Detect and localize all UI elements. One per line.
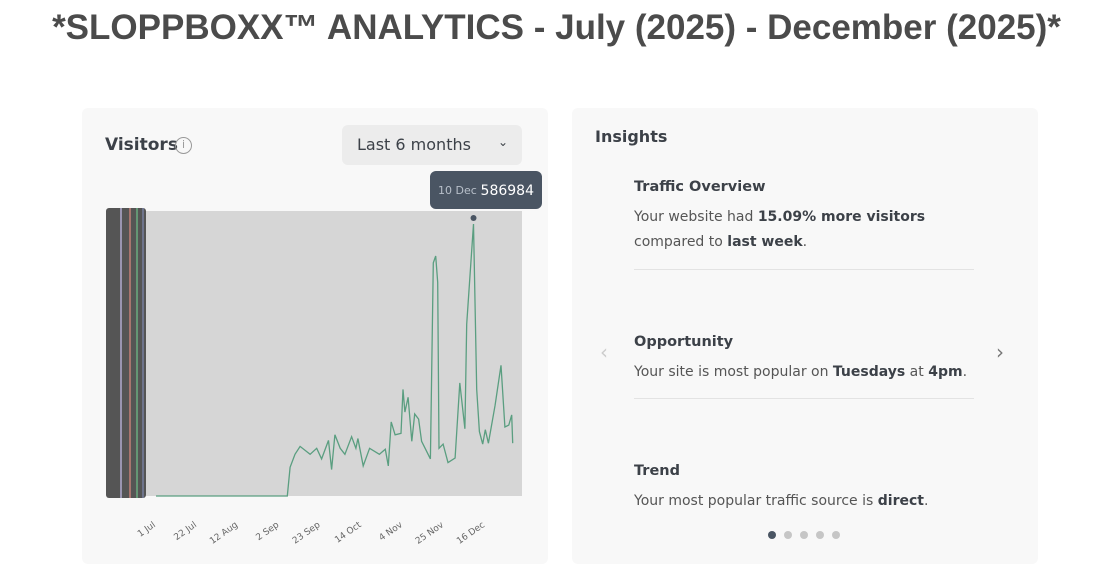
- range-select[interactable]: Last 6 months ⌄: [342, 125, 522, 165]
- next-arrow-icon[interactable]: ›: [996, 340, 1004, 364]
- x-tick-label: 25 Nov: [414, 520, 446, 547]
- x-tick-label: 22 Jul: [173, 520, 199, 543]
- range-value: Last 6 months: [357, 135, 471, 154]
- page-title: *SLOPPBOXX™ ANALYTICS - July (2025) - De…: [52, 8, 1061, 47]
- visitors-title: Visitors: [105, 135, 178, 155]
- x-tick-label: 14 Oct: [333, 520, 364, 546]
- insight-traffic-overview: Traffic Overview Your website had 15.09%…: [634, 179, 974, 255]
- insight-text: Your site is most popular on Tuesdays at…: [634, 364, 968, 380]
- insight-text: Your most popular traffic source is dire…: [634, 493, 929, 509]
- page-dot[interactable]: [784, 531, 792, 539]
- insight-trend: Trend Your most popular traffic source i…: [634, 463, 974, 514]
- page-dot[interactable]: [800, 531, 808, 539]
- insights-card: Insights Traffic Overview Your website h…: [572, 108, 1038, 564]
- pagination-dots: [768, 531, 840, 539]
- tooltip: [430, 171, 542, 209]
- tooltip-value: 586984: [481, 183, 535, 199]
- divider: [634, 269, 974, 270]
- x-tick-label: 1 Jul: [136, 520, 158, 539]
- prev-arrow-icon[interactable]: ‹: [600, 340, 608, 364]
- insight-title: Opportunity: [634, 334, 734, 350]
- axis-strip: [106, 208, 146, 498]
- series-line-visitors: [156, 223, 514, 497]
- visitors-chart[interactable]: 1 Jul 22 Jul 12 Aug 2 Sep 23 Sep 14 Oct 4 Nov 2…: [82, 108, 548, 564]
- insights-title: Insights: [595, 127, 668, 146]
- x-tick-label: 4 Nov: [378, 520, 406, 544]
- visitors-card: Visitors i Last 6 months ⌄ 1 Jul 22 Jul 12 …: [82, 108, 548, 564]
- insight-opportunity: Opportunity Your site is most popular on…: [634, 334, 974, 385]
- x-tick-label: 23 Sep: [291, 520, 323, 546]
- x-tick-label: 12 Aug: [208, 520, 240, 546]
- x-tick-label: 2 Sep: [255, 520, 282, 543]
- tooltip-marker: [470, 215, 477, 222]
- x-tick-label: 16 Dec: [455, 520, 487, 546]
- insight-text: Your website had 15.09% more visitors co…: [634, 209, 926, 250]
- info-icon[interactable]: i: [175, 137, 192, 154]
- page-dot[interactable]: [768, 531, 776, 539]
- insight-title: Traffic Overview: [634, 179, 766, 195]
- divider: [634, 398, 974, 399]
- chevron-down-icon: ⌄: [497, 135, 508, 149]
- tooltip-date: 10 Dec: [438, 184, 477, 197]
- page-dot[interactable]: [816, 531, 824, 539]
- page-dot[interactable]: [832, 531, 840, 539]
- insight-title: Trend: [634, 463, 680, 479]
